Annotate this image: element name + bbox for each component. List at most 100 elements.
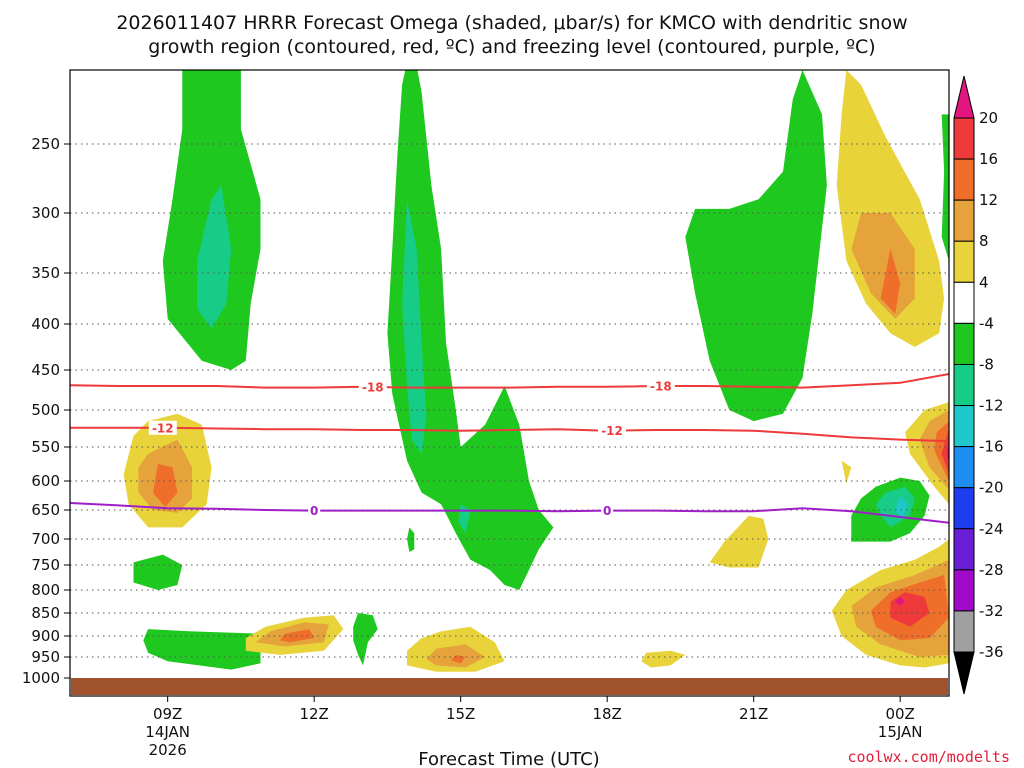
omega-region-green-09z-750 [133,554,183,590]
colorbar-bin-10 [953,487,975,530]
colorbar-label--20: -20 [979,479,1004,497]
contour-label-dgz-bottom-minus12-1: -12 [601,424,623,438]
contour-label-bg-dgz-top-minus18-0 [358,379,387,394]
colorbar-bin-11 [953,528,975,571]
omega-region-yellow-midright [709,515,769,568]
colorbar-bin-6 [953,322,975,365]
y-axis: 250 300 350 400 450 500 550 600 650 700 750 800 850 9… [22,135,70,687]
contour-freezing-level-0 [70,502,949,524]
contour-label-bg-dgz-bottom-minus12-0 [148,420,177,435]
colorbar-bin-bottom [953,651,975,695]
contour-label-dgz-bottom-minus12-0: -12 [152,421,174,435]
x-tick-label-18Z: 18Z [592,705,621,723]
colorbar-bin-4 [953,240,975,283]
colorbar-bin-13 [953,610,975,653]
y-tick-label-700: 700 [31,530,60,548]
colorbar-bin-top [953,75,975,119]
colorbar-bin-5 [953,281,975,324]
omega-region-upper-green-14z [387,70,554,590]
colorbar-bin-2 [953,158,975,201]
colorbar-bin-9 [953,446,975,489]
colorbar-label--12: -12 [979,397,1004,415]
contour-label-bg-freezing-level-0-0 [308,503,321,518]
plot-frame [69,69,950,697]
omega-region-green-09z-900 [143,629,261,670]
omega-region-yellow-00z-upper [836,70,945,347]
colorbar-label-4: 4 [979,273,989,291]
colorbar-label-20: 20 [979,109,998,127]
colorbar-bin-1 [953,117,975,160]
x-tick-label-09Z: 09Z [153,705,182,723]
omega-region-blue-00z-650 [895,495,908,519]
y-tick-label-550: 550 [31,438,60,456]
omega-region-orange2-11z-900 [280,629,315,643]
omega-region-green-14z-700 [407,527,415,552]
colorbar: 20 16 12 8 4 -4 -8 -12 -16 -20 -24 -28 -32 -36 [953,75,1004,695]
ground-strip [71,678,948,695]
x-tick-label-21Z: 21Z [739,705,768,723]
colorbar-label--16: -16 [979,438,1004,456]
omega-region-orange2-00z-upper [880,249,901,314]
x-tick-label-15Z: 15Z [446,705,475,723]
omega-region-yellow-tiny [841,460,852,484]
contour-label-freezing-level-0-0: 0 [310,504,318,518]
omega-region-orange-00z-upper [851,213,915,319]
omega-region-orange2-09z-600 [153,464,178,508]
y-tick-label-600: 600 [31,472,60,490]
y-tick-label-750: 750 [31,556,60,574]
chart-title-line-2: growth region (contoured, red, ºC) and f… [148,36,875,58]
omega-region-magenta-00z-lower [895,596,906,607]
omega-region-red2-right-500 [941,428,949,475]
pressure-gridlines [70,143,949,658]
colorbar-label--4: -4 [979,314,994,332]
y-tick-label-450: 450 [31,361,60,379]
colorbar-bin-8 [953,405,975,448]
colorbar-label--24: -24 [979,520,1004,538]
contour-label-dgz-top-minus18-1: -18 [650,380,672,394]
y-tick-label-400: 400 [31,315,60,333]
y-tick-label-950: 950 [31,648,60,666]
contour-label-bg-freezing-level-0-1 [601,503,614,518]
colorbar-label--36: -36 [979,643,1004,661]
y-tick-label-1000: 1000 [22,669,60,687]
contour-label-freezing-level-0-1: 0 [603,504,611,518]
omega-region-green-top-right [941,114,949,262]
omega-region-green-13z-900 [353,613,378,666]
y-tick-label-800: 800 [31,581,60,599]
x-tick-date-09Z: 14JAN [145,723,190,741]
y-tick-label-900: 900 [31,627,60,645]
x-tick-date-00Z: 15JAN [878,723,923,741]
omega-region-red-right-500 [934,421,949,481]
x-tick-label-00Z: 00Z [885,705,914,723]
colorbar-bin-3 [953,199,975,242]
omega-shading-layer [123,70,949,672]
contour-label-dgz-top-minus18-0: -18 [362,380,384,394]
colorbar-label--28: -28 [979,561,1004,579]
credit-link[interactable]: coolwx.com/modelts [847,748,1010,766]
x-axis-title: Forecast Time (UTC) [418,749,599,768]
omega-region-green-21z [685,70,827,422]
contour-dgz-top-minus18 [70,373,949,389]
contour-layer: -18 -18 -12 -12 0 0 [70,373,949,524]
plot-area: -18 -18 -12 -12 0 0 [69,69,950,697]
colorbar-label--32: -32 [979,602,1004,620]
y-tick-label-350: 350 [31,264,60,282]
contour-label-bg-dgz-top-minus18-1 [646,379,675,393]
colorbar-label-8: 8 [979,232,989,250]
x-tick-label-12Z: 12Z [299,705,328,723]
contour-label-bg-dgz-bottom-minus12-1 [598,423,627,438]
chart-title-line-1: 2026011407 HRRR Forecast Omega (shaded, … [116,12,907,34]
contour-dgz-bottom-minus12 [70,426,949,443]
x-tick-year-09Z: 2026 [149,741,187,759]
colorbar-label-12: 12 [979,191,998,209]
colorbar-bin-7 [953,363,975,407]
omega-region-upper-teal-09z [197,185,232,329]
y-tick-label-500: 500 [31,401,60,419]
y-tick-label-250: 250 [31,135,60,153]
omega-region-yellow-19z-950 [641,650,686,668]
y-tick-label-650: 650 [31,501,60,519]
colorbar-label--8: -8 [979,355,994,373]
colorbar-label-16: 16 [979,150,998,168]
